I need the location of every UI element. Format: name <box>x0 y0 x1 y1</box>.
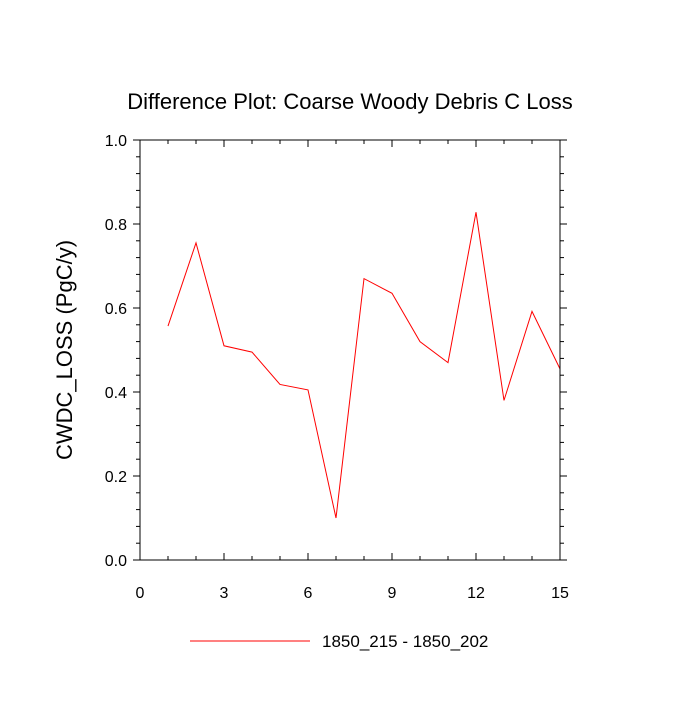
x-tick-label: 9 <box>388 585 397 602</box>
y-tick-label: 0.0 <box>105 553 127 570</box>
legend-label: 1850_215 - 1850_202 <box>322 632 488 651</box>
y-tick-label: 0.8 <box>105 217 127 234</box>
x-tick-label: 0 <box>136 585 145 602</box>
y-tick-label: 0.4 <box>105 385 127 402</box>
y-axis-label: CWDC_LOSS (PgC/y) <box>52 240 77 460</box>
y-tick-label: 0.6 <box>105 301 127 318</box>
x-tick-label: 15 <box>551 585 569 602</box>
chart-title: Difference Plot: Coarse Woody Debris C L… <box>127 89 573 114</box>
x-tick-label: 3 <box>220 585 229 602</box>
y-tick-label: 1.0 <box>105 133 127 150</box>
x-tick-label: 12 <box>467 585 485 602</box>
series-line <box>168 212 560 518</box>
y-tick-label: 0.2 <box>105 469 127 486</box>
x-tick-label: 6 <box>304 585 313 602</box>
legend: 1850_215 - 1850_202 <box>190 632 488 651</box>
series-layer <box>168 212 560 518</box>
axis-ticks <box>133 140 567 560</box>
